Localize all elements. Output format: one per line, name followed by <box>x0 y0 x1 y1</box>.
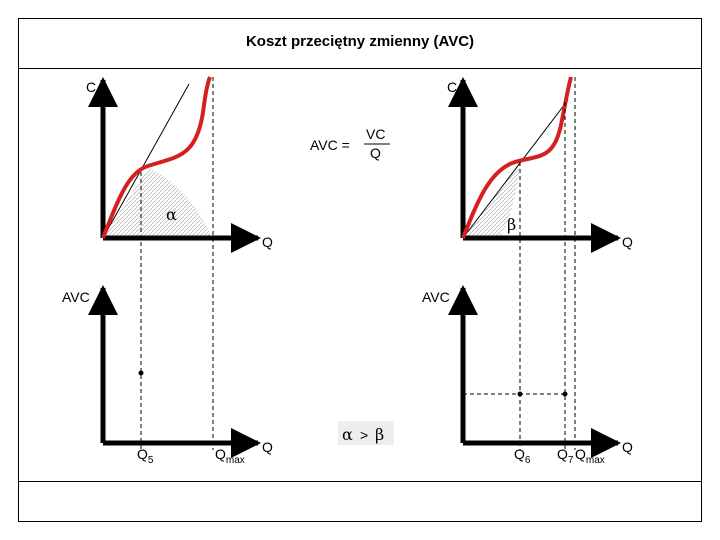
q-axis-label: Q <box>262 234 273 250</box>
greater-than-sign: > <box>360 427 368 443</box>
q5-label: Q5 <box>137 446 154 466</box>
panel-bottom-right: AVC Q Q6 Q7 Qmax <box>422 285 633 466</box>
panel-top-left: C Q α <box>86 76 273 450</box>
qmax-label: Qmax <box>575 446 605 466</box>
panel-bottom-left: AVC Q Q5 Qmax <box>62 285 273 466</box>
slide-frame: Koszt przeciętny zmienny (AVC) <box>18 18 702 522</box>
avc-axis-label: AVC <box>422 289 450 305</box>
q-axis-label: Q <box>262 439 273 455</box>
beta-symbol: β <box>507 215 516 234</box>
alpha-angle-shading <box>103 168 212 238</box>
q-axis-label: Q <box>622 234 633 250</box>
q-axis-label: Q <box>622 439 633 455</box>
formula-numerator: VC <box>366 126 385 142</box>
beta-symbol: β <box>375 425 384 444</box>
panel-top-right: C Q β <box>447 76 633 450</box>
title-separator <box>19 68 701 69</box>
q7-label: Q7 <box>557 446 574 466</box>
footer-separator <box>19 481 701 482</box>
qmax-label: Qmax <box>215 446 245 466</box>
slide-title: Koszt przeciętny zmienny (AVC) <box>245 33 475 50</box>
formula-lhs: AVC = <box>310 137 350 153</box>
avc-point-q6 <box>517 391 523 397</box>
avc-axis-label: AVC <box>62 289 90 305</box>
alpha-symbol: α <box>342 425 353 444</box>
q6-label: Q6 <box>514 446 531 466</box>
vc-curve <box>101 76 212 239</box>
formula-denominator: Q <box>370 145 381 161</box>
avc-point-q7 <box>562 391 568 397</box>
comparison-box <box>338 421 394 445</box>
vc-curve <box>461 76 573 239</box>
alpha-symbol: α <box>166 205 177 224</box>
avc-point-q5 <box>138 370 144 376</box>
c-axis-label: C <box>86 79 96 95</box>
alpha-beta-comparison: α > β <box>338 421 394 445</box>
ray-from-origin <box>102 83 190 239</box>
avc-formula: AVC = VC Q <box>310 126 390 161</box>
c-axis-label: C <box>447 79 457 95</box>
ray-from-origin <box>462 99 569 239</box>
